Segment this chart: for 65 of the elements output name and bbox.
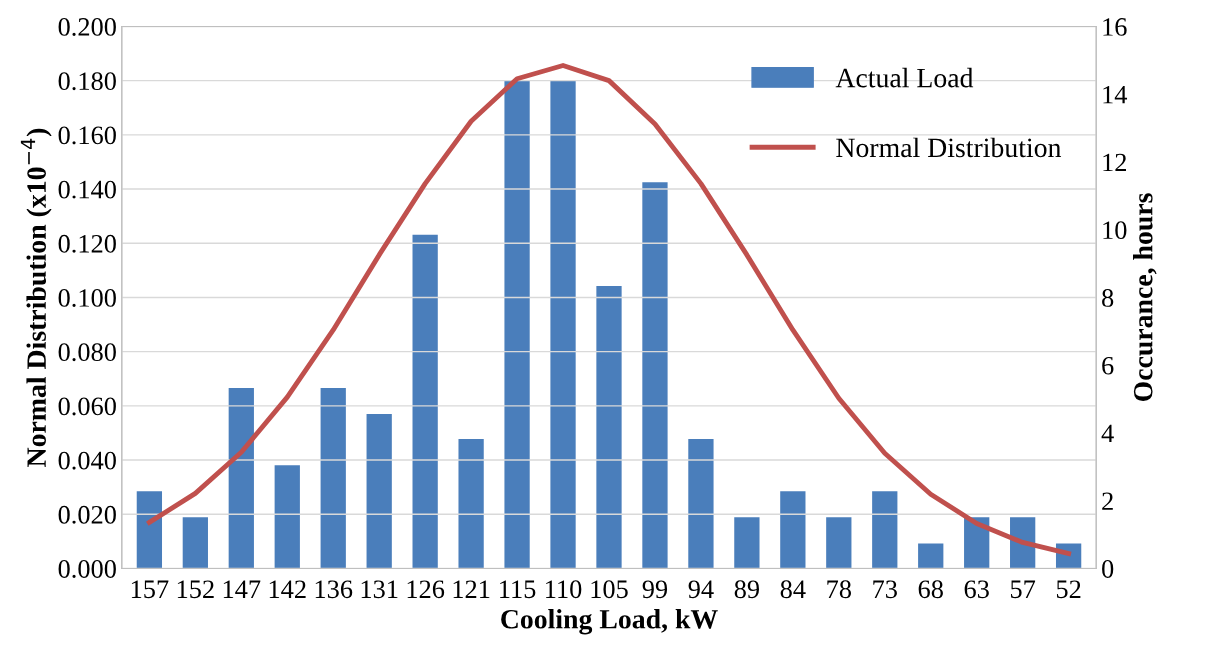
x-tick-label: 68 — [918, 580, 943, 599]
y-tick-label: 0.160 — [58, 126, 116, 145]
bar — [366, 413, 392, 569]
x-tick-label: 73 — [873, 580, 897, 599]
bar — [918, 543, 944, 569]
y-tick-label: 0.020 — [58, 505, 116, 524]
x-axis-title: Cooling Load, kW — [501, 609, 718, 635]
bar — [734, 517, 760, 569]
y-axis-title: Normal Distribution (x10$^{−4}$) — [20, 128, 52, 467]
x-tick-label: 63 — [964, 580, 989, 599]
y2-tick-label: 2 — [1102, 492, 1113, 510]
bar — [182, 517, 208, 569]
bar — [826, 517, 852, 569]
y2-tick-label: 6 — [1102, 356, 1114, 375]
y-tick-label: 0.060 — [58, 397, 116, 416]
y2-tick-label: 0 — [1102, 560, 1114, 578]
y2-tick-label: 10 — [1103, 221, 1127, 240]
x-tick-label: 110 — [546, 580, 582, 599]
x-tick-label: 52 — [1056, 580, 1081, 599]
bar — [412, 234, 438, 569]
bar — [274, 465, 300, 569]
bar — [320, 387, 346, 569]
x-tick-label: 84 — [780, 580, 806, 599]
bar — [458, 439, 484, 569]
line-series — [146, 63, 1072, 556]
y-tick-label: 0.180 — [58, 72, 116, 91]
bar — [550, 80, 576, 569]
bar — [136, 491, 163, 569]
x-tick-label: 89 — [734, 580, 759, 599]
x-tick-label: 99 — [642, 580, 668, 599]
x-tick-label: 157 — [131, 580, 169, 599]
y-tick-label: 0.000 — [58, 560, 116, 578]
bar — [596, 285, 622, 569]
x-tick-label: 115 — [500, 580, 536, 599]
x-tick-label: 126 — [407, 580, 445, 599]
x-tick-label: 57 — [1011, 580, 1036, 599]
x-tick-label: 131 — [361, 580, 398, 599]
legend-label: Actual Load — [835, 67, 974, 88]
y2-axis-title: Occurance, hours — [1133, 193, 1157, 402]
bar — [228, 387, 254, 569]
y-tick-label: 0.200 — [58, 18, 116, 36]
y2-tick-label: 8 — [1102, 289, 1114, 307]
y-tick-label: 0.100 — [58, 289, 116, 307]
y-tick-label: 0.040 — [58, 451, 116, 470]
x-tick-label: 136 — [315, 580, 353, 599]
legend-label: Normal Distribution — [836, 137, 1062, 158]
y-tick-label: 0.120 — [58, 234, 116, 253]
y2-tick-label: 14 — [1103, 85, 1128, 104]
y2-tick-label: 16 — [1103, 18, 1127, 36]
x-tick-label: 94 — [688, 580, 714, 599]
x-tick-label: 147 — [223, 580, 261, 598]
y-tick-label: 0.140 — [58, 180, 116, 199]
bar — [780, 491, 806, 569]
bar — [504, 80, 530, 569]
x-tick-label: 152 — [177, 580, 214, 599]
bar — [872, 491, 898, 569]
bar — [642, 182, 668, 569]
x-tick-label: 121 — [453, 580, 490, 598]
x-tick-label: 78 — [827, 580, 851, 599]
y2-tick-label: 12 — [1103, 153, 1126, 172]
x-tick-label: 105 — [591, 580, 628, 599]
y-tick-label: 0.080 — [58, 343, 116, 362]
y2-tick-label: 4 — [1101, 424, 1114, 443]
bar — [688, 439, 714, 569]
x-tick-label: 142 — [269, 580, 306, 598]
